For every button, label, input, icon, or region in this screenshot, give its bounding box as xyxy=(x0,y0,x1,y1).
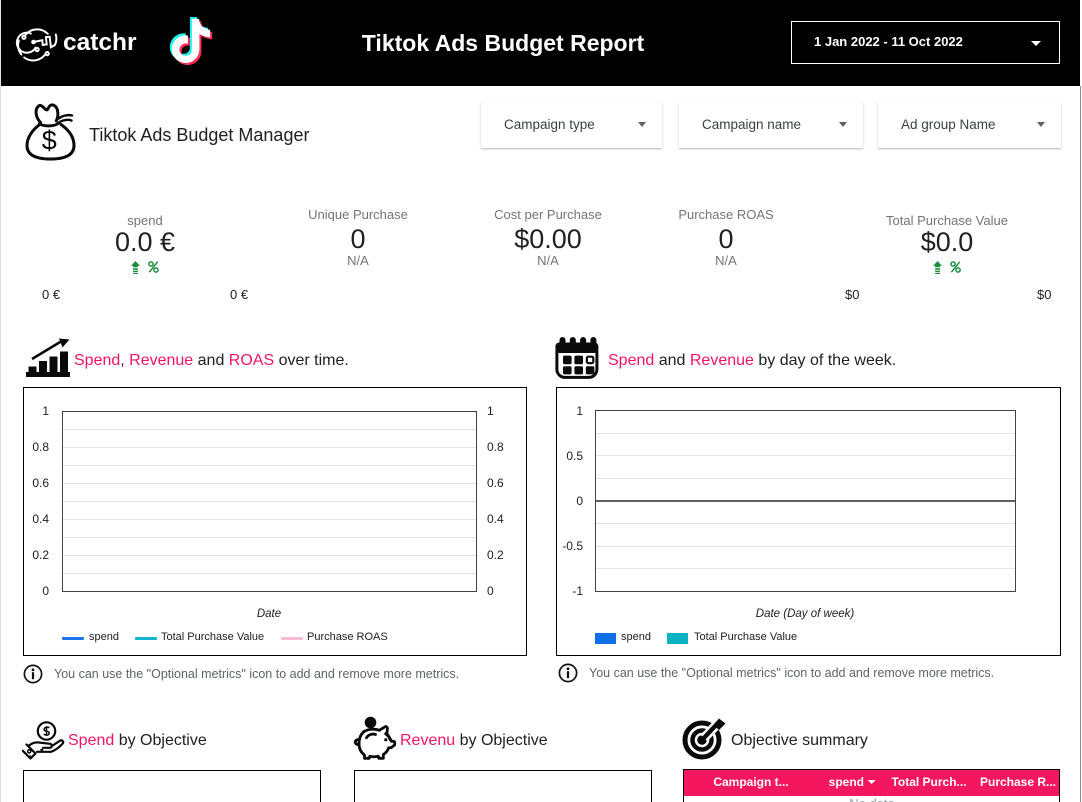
svg-text:$: $ xyxy=(42,126,57,156)
